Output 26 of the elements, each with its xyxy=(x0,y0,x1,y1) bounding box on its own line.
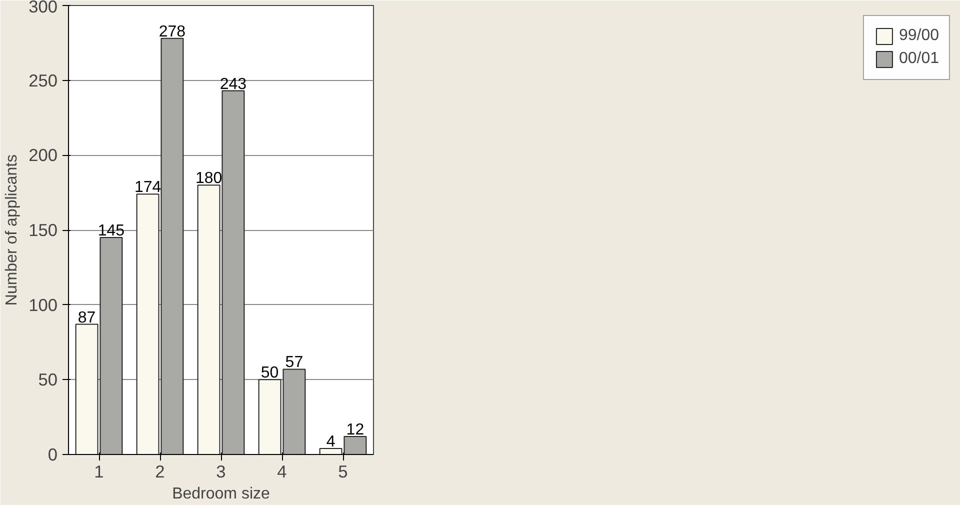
data-label: 50 xyxy=(260,364,279,382)
y-axis-title: Number of applicants xyxy=(4,154,21,306)
x-tick-label: 4 xyxy=(277,462,288,482)
data-label: 145 xyxy=(98,222,125,240)
y-tick-label: 200 xyxy=(28,145,58,166)
data-label: 12 xyxy=(346,422,364,439)
data-label: 243 xyxy=(220,76,247,93)
x-tick-label: 5 xyxy=(338,462,348,482)
y-tick-label: 100 xyxy=(28,294,58,315)
data-label: 87 xyxy=(78,309,96,326)
y-tick-label: 150 xyxy=(28,220,58,240)
x-tick-label: 2 xyxy=(155,462,165,482)
data-label: 4 xyxy=(326,434,336,451)
data-label: 180 xyxy=(195,170,222,188)
legend-label: 00/01 xyxy=(898,50,939,68)
legend-label: 99/00 xyxy=(898,27,939,45)
y-tick-label: 50 xyxy=(38,370,58,390)
data-label: 278 xyxy=(158,23,186,40)
data-label: 57 xyxy=(285,354,304,372)
x-tick-label: 3 xyxy=(216,462,226,482)
x-tick-label: 1 xyxy=(94,462,104,482)
x-axis-title: Bedroom size xyxy=(172,486,270,502)
data-label: 174 xyxy=(134,179,162,196)
y-tick-label: 250 xyxy=(28,70,58,90)
y-tick-label: 300 xyxy=(28,0,58,16)
y-tick-label: 0 xyxy=(48,444,58,464)
